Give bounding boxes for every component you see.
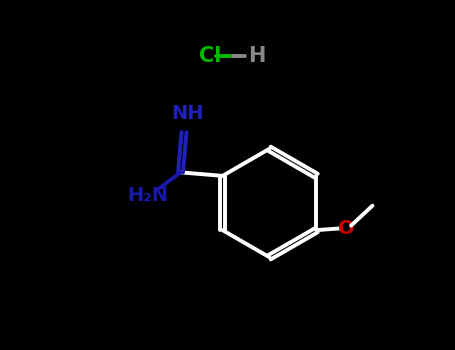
Text: NH: NH (171, 104, 204, 124)
Text: O: O (338, 219, 354, 238)
Text: H₂N: H₂N (127, 186, 168, 205)
Text: H: H (248, 46, 266, 66)
Text: Cl: Cl (199, 46, 222, 66)
